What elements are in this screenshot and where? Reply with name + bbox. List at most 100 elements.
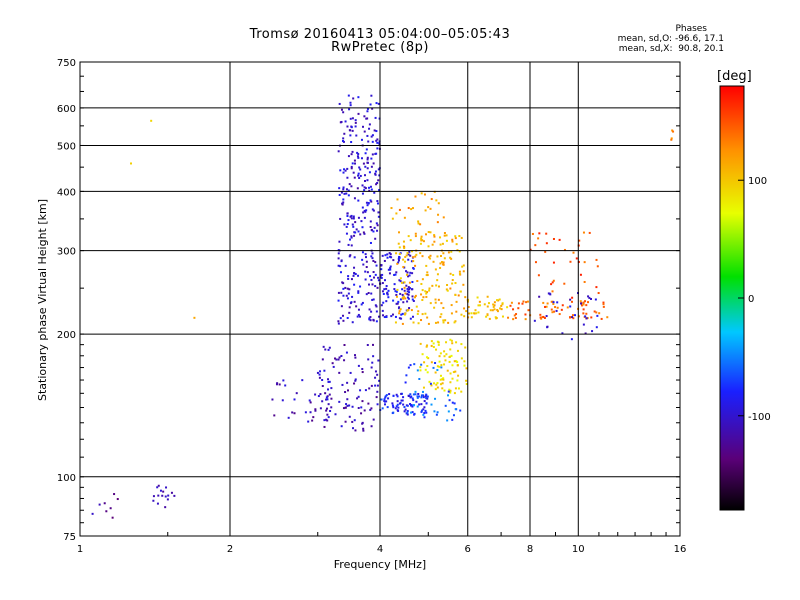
data-point	[364, 152, 367, 155]
data-point	[582, 308, 585, 311]
data-point	[312, 416, 315, 419]
data-point	[552, 261, 555, 264]
data-point	[369, 319, 372, 322]
data-point	[583, 261, 586, 264]
data-point	[398, 279, 401, 282]
data-point	[377, 315, 380, 318]
data-point	[424, 290, 427, 293]
data-point	[425, 264, 428, 267]
data-point	[318, 376, 321, 379]
data-point	[558, 313, 561, 316]
data-point	[341, 140, 344, 143]
data-point	[405, 270, 408, 273]
data-point	[340, 291, 343, 294]
data-point	[456, 349, 459, 352]
data-point	[363, 186, 366, 189]
data-point	[319, 370, 322, 373]
data-point	[419, 366, 422, 369]
data-point	[407, 293, 410, 296]
data-point	[436, 279, 439, 282]
data-point	[424, 395, 427, 398]
data-point	[449, 256, 452, 259]
data-point	[387, 268, 390, 271]
data-point	[368, 171, 371, 174]
x-tick-label: 10	[572, 544, 585, 555]
data-point	[358, 315, 361, 318]
data-point	[407, 258, 410, 261]
y-tick-label: 400	[57, 187, 76, 198]
data-point	[426, 395, 429, 398]
data-point	[377, 276, 380, 279]
data-point	[561, 332, 564, 335]
data-point	[425, 295, 428, 298]
data-point	[571, 316, 574, 319]
data-point	[327, 416, 330, 419]
data-point	[344, 120, 347, 123]
data-point	[395, 295, 398, 298]
data-point	[351, 295, 354, 298]
data-point	[446, 394, 449, 397]
data-point	[580, 302, 583, 305]
data-point	[495, 317, 498, 320]
data-point	[382, 301, 385, 304]
data-point	[357, 172, 360, 175]
data-point	[405, 273, 408, 276]
data-point	[374, 370, 377, 373]
data-point	[400, 399, 403, 402]
x-axis-label: Frequency [MHz]	[334, 558, 426, 571]
data-point	[343, 132, 346, 135]
data-point	[432, 260, 435, 263]
data-point	[337, 150, 340, 153]
data-point	[166, 498, 169, 501]
data-point	[354, 273, 357, 276]
data-point	[402, 265, 405, 268]
data-point	[429, 207, 432, 210]
data-point	[436, 365, 439, 368]
data-point	[388, 393, 391, 396]
data-point	[370, 384, 373, 387]
data-point	[346, 297, 349, 300]
data-point	[424, 209, 427, 212]
data-point	[434, 301, 437, 304]
data-point	[350, 167, 353, 170]
data-point	[497, 299, 500, 302]
data-point	[452, 371, 455, 374]
data-point	[434, 361, 437, 364]
data-point	[411, 315, 414, 318]
data-point	[340, 108, 343, 111]
data-point	[548, 292, 551, 295]
data-point	[434, 371, 437, 374]
data-point	[501, 302, 504, 305]
data-point	[578, 239, 581, 242]
data-point	[401, 322, 404, 325]
data-point	[383, 398, 386, 401]
data-point	[366, 204, 369, 207]
data-point	[359, 285, 362, 288]
data-point	[439, 243, 442, 246]
data-point	[474, 309, 477, 312]
data-point	[596, 265, 599, 268]
data-point	[442, 321, 445, 324]
data-point	[345, 232, 348, 235]
data-point	[405, 284, 408, 287]
data-point	[450, 354, 453, 357]
data-point	[340, 260, 343, 263]
data-point	[363, 216, 366, 219]
data-point	[337, 299, 340, 302]
data-point	[398, 252, 401, 255]
data-point	[340, 425, 343, 428]
data-point	[366, 134, 369, 137]
data-point	[467, 305, 470, 308]
data-point	[340, 305, 343, 308]
data-point	[358, 166, 361, 169]
data-point	[510, 301, 513, 304]
data-point	[308, 399, 311, 402]
data-point	[395, 212, 398, 215]
data-point	[375, 139, 378, 142]
data-point	[329, 409, 332, 412]
data-point	[538, 295, 541, 298]
data-point	[421, 255, 424, 258]
data-point	[364, 256, 367, 259]
data-point	[343, 223, 346, 226]
data-point	[345, 192, 348, 195]
